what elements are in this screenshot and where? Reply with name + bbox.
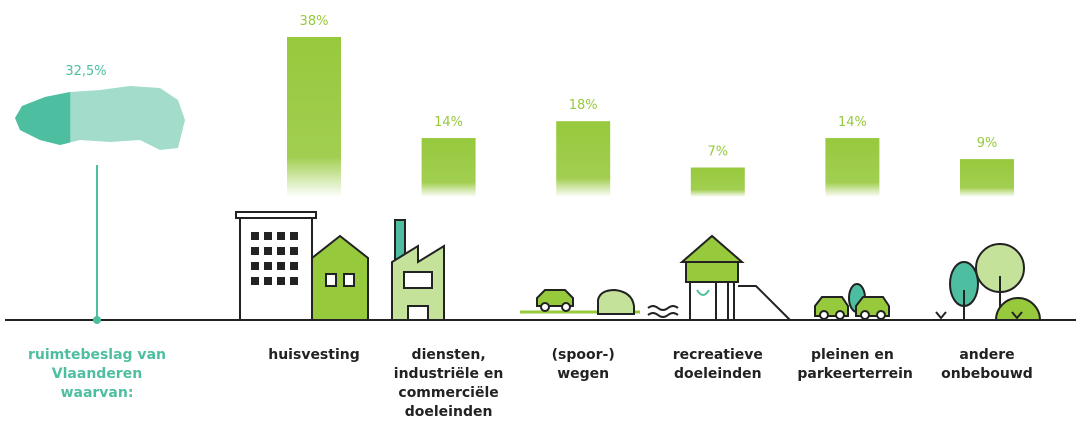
value-label: 38%: [300, 14, 329, 29]
category-label: huisvesting: [268, 347, 360, 363]
total-label: ruimtebeslag van Vlaanderen waarvan:: [28, 347, 166, 401]
category-label: recreatieve doeleinden: [672, 347, 763, 382]
category-label: (spoor-) wegen: [551, 347, 615, 382]
bar: [556, 121, 611, 197]
category-label: diensten, industriële en commerciële doe…: [393, 347, 504, 420]
bar: [825, 138, 880, 197]
bar: [960, 159, 1014, 197]
value-label: 14%: [838, 115, 867, 130]
stem-dot: [93, 316, 101, 324]
map-share: [15, 91, 71, 145]
category-label: pleinen en parkeerterrein: [797, 347, 913, 382]
value-label: 18%: [569, 98, 598, 113]
total-value-label: 32,5%: [65, 64, 106, 79]
bar: [690, 167, 745, 197]
category-label: andere onbebouwd: [941, 347, 1033, 382]
bar: [421, 138, 476, 197]
value-label: 7%: [707, 145, 728, 160]
value-label: 9%: [977, 136, 998, 151]
bar: [287, 37, 341, 197]
icons: [235, 211, 1042, 321]
value-label: 14%: [434, 115, 463, 130]
